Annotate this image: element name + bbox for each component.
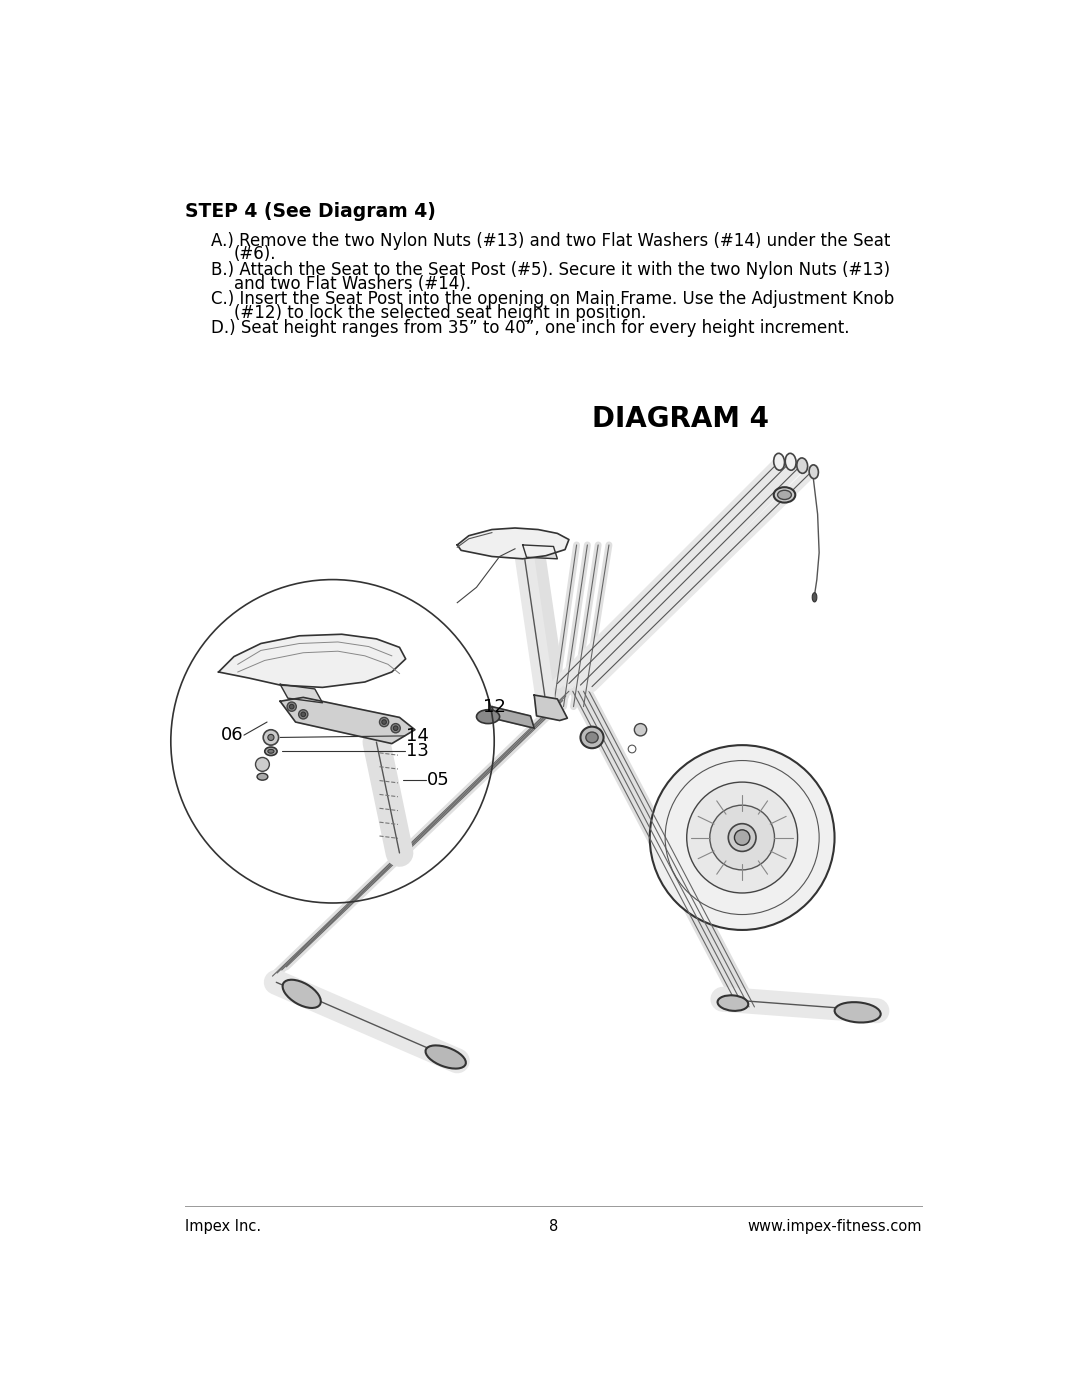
Text: 8: 8 — [549, 1218, 558, 1234]
Ellipse shape — [717, 995, 748, 1011]
Polygon shape — [523, 545, 557, 559]
Ellipse shape — [785, 454, 796, 471]
Polygon shape — [280, 685, 323, 703]
Text: C.) Insert the Seat Post into the opening on Main Frame. Use the Adjustment Knob: C.) Insert the Seat Post into the openin… — [211, 291, 894, 309]
Text: 06: 06 — [220, 726, 243, 745]
Circle shape — [393, 726, 397, 731]
Polygon shape — [491, 707, 535, 728]
Ellipse shape — [257, 774, 268, 780]
Ellipse shape — [265, 747, 278, 756]
Text: 13: 13 — [406, 742, 429, 760]
Text: STEP 4 (See Diagram 4): STEP 4 (See Diagram 4) — [186, 203, 436, 221]
Circle shape — [634, 724, 647, 736]
Circle shape — [728, 824, 756, 851]
Ellipse shape — [835, 1002, 880, 1023]
Circle shape — [710, 805, 774, 870]
Circle shape — [299, 710, 308, 719]
Ellipse shape — [773, 488, 795, 503]
Text: and two Flat Washers (#14).: and two Flat Washers (#14). — [234, 275, 471, 292]
Ellipse shape — [268, 749, 274, 753]
Ellipse shape — [778, 490, 792, 500]
Circle shape — [391, 724, 401, 733]
Circle shape — [650, 745, 835, 930]
Circle shape — [734, 830, 750, 845]
Text: (#6).: (#6). — [234, 246, 276, 264]
Polygon shape — [535, 696, 567, 721]
Polygon shape — [218, 634, 406, 687]
Text: Impex Inc.: Impex Inc. — [186, 1218, 261, 1234]
Polygon shape — [280, 697, 415, 743]
Ellipse shape — [585, 732, 598, 743]
Circle shape — [289, 704, 294, 708]
Ellipse shape — [476, 710, 500, 724]
Text: DIAGRAM 4: DIAGRAM 4 — [592, 405, 769, 433]
Text: www.impex-fitness.com: www.impex-fitness.com — [747, 1218, 921, 1234]
Ellipse shape — [283, 979, 321, 1009]
Ellipse shape — [812, 592, 816, 602]
Circle shape — [687, 782, 798, 893]
Text: (#12) to lock the selected seat height in position.: (#12) to lock the selected seat height i… — [234, 305, 646, 321]
Circle shape — [379, 718, 389, 726]
Ellipse shape — [580, 726, 604, 749]
Text: 05: 05 — [427, 771, 449, 789]
Text: B.) Attach the Seat to the Seat Post (#5). Secure it with the two Nylon Nuts (#1: B.) Attach the Seat to the Seat Post (#5… — [211, 261, 890, 279]
Circle shape — [301, 712, 306, 717]
Text: 12: 12 — [483, 697, 505, 715]
Ellipse shape — [773, 454, 784, 471]
Text: A.) Remove the two Nylon Nuts (#13) and two Flat Washers (#14) under the Seat: A.) Remove the two Nylon Nuts (#13) and … — [211, 232, 890, 250]
Ellipse shape — [809, 465, 819, 479]
Polygon shape — [457, 528, 569, 559]
Circle shape — [268, 735, 274, 740]
Circle shape — [287, 703, 296, 711]
Text: 14: 14 — [406, 726, 429, 745]
Text: D.) Seat height ranges from 35” to 40”, one inch for every height increment.: D.) Seat height ranges from 35” to 40”, … — [211, 320, 849, 337]
Ellipse shape — [426, 1045, 465, 1069]
Circle shape — [382, 719, 387, 725]
Circle shape — [256, 757, 269, 771]
Ellipse shape — [797, 458, 808, 474]
Circle shape — [264, 729, 279, 745]
